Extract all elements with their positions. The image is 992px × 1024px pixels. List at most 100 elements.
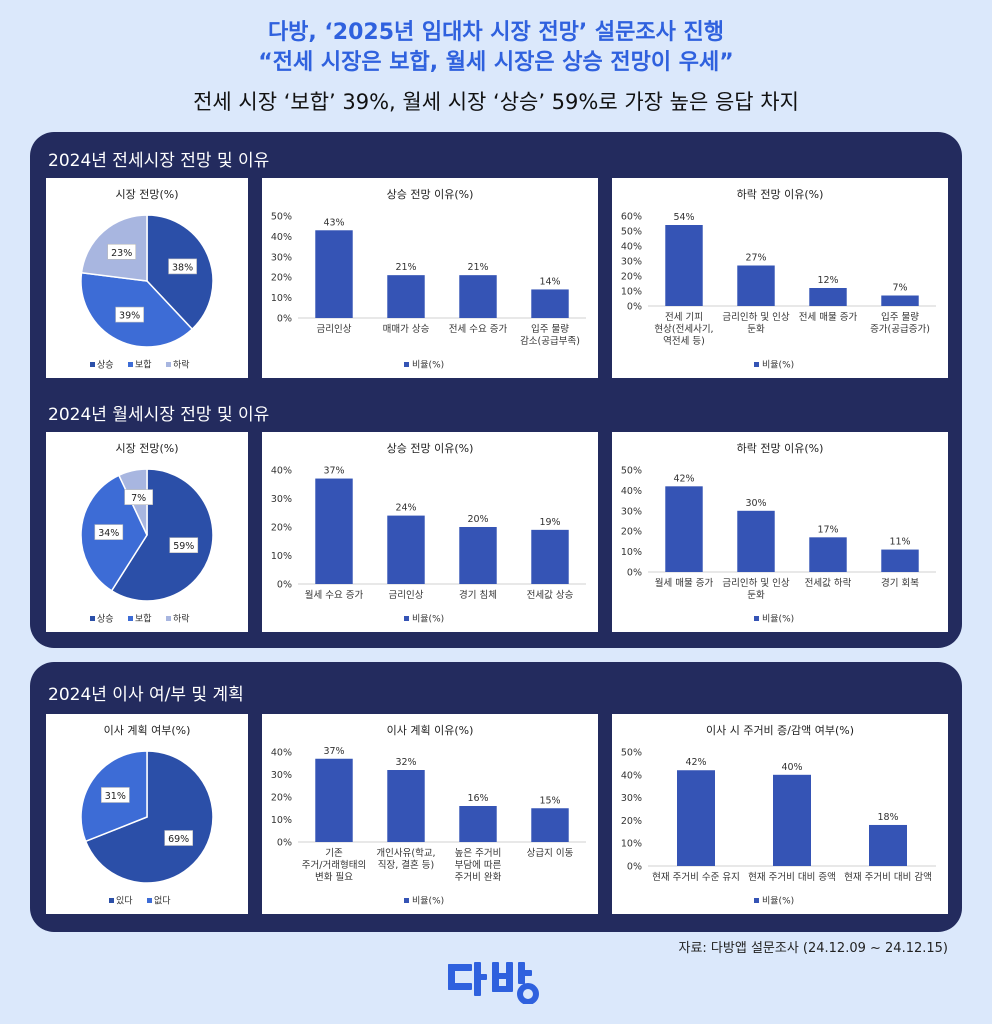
data-label-3: 23%: [111, 248, 132, 259]
pie-chart-wolse-outlook: 시장 전망(%) 59% 34% 7% 상승 보합 하락: [80, 442, 214, 625]
chart-card-wolse-fall: 하락 전망 이유(%) 0% 10% 20% 30% 40% 50% 42% 월세 매물 증가 3…: [612, 432, 948, 632]
bar-2: [387, 770, 425, 842]
x-tick-label: 상급지 이동: [527, 848, 574, 859]
y-tick-label: 10%: [271, 551, 292, 562]
y-tick-label: 40%: [621, 770, 642, 781]
x-tick-label: 역전세 등): [663, 336, 705, 347]
data-label-2: 30%: [745, 498, 766, 509]
data-label-1: 38%: [172, 262, 193, 273]
data-label-2: 21%: [395, 262, 416, 273]
data-label-box: [169, 537, 199, 553]
data-label-3: 20%: [467, 514, 488, 525]
data-label-3: 12%: [817, 275, 838, 286]
data-label-1: 37%: [323, 746, 344, 757]
data-label-2: 27%: [745, 253, 766, 264]
chart-title: 하락 전망 이유(%): [737, 441, 824, 455]
y-tick-label: 10%: [621, 287, 642, 298]
legend-item: 비율(%): [412, 896, 444, 907]
chart-title: 이사 계획 여부(%): [104, 724, 191, 737]
x-tick-label: 둔화: [747, 590, 765, 601]
bar-chart-housing-cost: 이사 시 주거비 증/감액 여부(%) 0% 10% 20% 30% 40% 50% 42% 현…: [621, 724, 936, 907]
bar-1: [315, 230, 353, 318]
x-tick-label: 경기 회복: [881, 577, 919, 589]
legend-item-2: 없다: [154, 896, 171, 907]
x-tick-label: 매매가 상승: [383, 324, 430, 335]
y-tick-label: 60%: [621, 212, 642, 223]
x-tick-label: 경기 침체: [459, 589, 497, 601]
data-label-1: 42%: [685, 757, 706, 768]
bar-1: [677, 770, 715, 866]
chart-card-jeonse-fall: 하락 전망 이유(%) 0% 10% 20% 30% 40% 50% 60% 54% 전세 기피 현…: [612, 178, 948, 378]
x-tick-label: 전세 매물 증가: [799, 312, 858, 323]
legend-swatch: [166, 616, 171, 621]
chart-card-wolse-outlook: 시장 전망(%) 59% 34% 7% 상승 보합 하락: [46, 432, 248, 632]
bar-3: [809, 288, 847, 306]
legend-swatch: [109, 898, 114, 903]
x-tick-label: 개인사유(학교,: [376, 848, 435, 859]
legend-swatch: [128, 362, 133, 367]
y-tick-label: 50%: [271, 212, 292, 223]
x-tick-label: 현재 주거비 수준 유지: [652, 872, 740, 883]
bar-2: [737, 510, 775, 572]
legend-swatch: [404, 898, 409, 903]
chart-title: 하락 전망 이유(%): [737, 187, 824, 201]
legend-swatch: [754, 616, 759, 621]
y-tick-label: 20%: [621, 816, 642, 827]
bar-2: [387, 515, 425, 584]
x-tick-label: 현재 주거비 대비 감액: [844, 871, 932, 883]
y-tick-label: 0%: [277, 580, 292, 591]
x-tick-label: 높은 주거비: [455, 848, 502, 859]
legend-swatch: [166, 362, 171, 367]
y-tick-label: 0%: [627, 862, 642, 873]
bar-chart-jeonse-fall: 하락 전망 이유(%) 0% 10% 20% 30% 40% 50% 60% 54% 전세 기피현…: [621, 187, 936, 371]
data-label-box: [107, 243, 136, 260]
bar-4: [531, 529, 569, 584]
data-label-1: 69%: [168, 834, 189, 845]
y-tick-label: 20%: [271, 523, 292, 534]
data-label-1: 54%: [673, 212, 694, 223]
legend-swatch: [754, 898, 759, 903]
bar-chart-jeonse-rise: 상승 전망 이유(%) 0% 10% 20% 30% 40% 50% 43% 금리인상 21% 매매…: [271, 188, 586, 371]
x-tick-label: 전세값 하락: [805, 577, 852, 589]
data-label-4: 19%: [539, 517, 560, 528]
data-label-box: [124, 489, 153, 505]
legend-item-3: 하락: [173, 613, 190, 625]
data-label-1: 37%: [323, 466, 344, 477]
chart-title: 이사 계획 이유(%): [387, 724, 474, 737]
bar-chart-wolse-fall: 하락 전망 이유(%) 0% 10% 20% 30% 40% 50% 42% 월세 매물 증가 3…: [621, 441, 936, 625]
pie-chart-jeonse-outlook: 시장 전망(%) 38% 39% 23% 상승 보합 하락: [80, 188, 214, 371]
pie-chart-move-plan: 이사 계획 여부(%) 69% 31% 있다 없다: [80, 724, 214, 907]
x-tick-label: 현재 주거비 대비 증액: [748, 871, 836, 883]
y-tick-label: 40%: [271, 748, 292, 759]
x-tick-label: 금리인상: [389, 590, 424, 601]
legend-swatch: [404, 616, 409, 621]
bar-1: [665, 486, 703, 572]
data-label-3: 21%: [467, 262, 488, 273]
data-label-4: 7%: [892, 283, 907, 294]
y-tick-label: 40%: [271, 466, 292, 477]
pie-slice-1: [110, 468, 214, 602]
section-title-move: 2024년 이사 여/부 및 계획: [48, 685, 244, 705]
y-tick-label: 0%: [277, 838, 292, 849]
pie-slice-1: [84, 750, 214, 884]
y-tick-label: 30%: [621, 257, 642, 268]
y-tick-label: 40%: [621, 242, 642, 253]
y-tick-label: 40%: [621, 486, 642, 497]
legend-swatch: [754, 362, 759, 367]
data-label-box: [164, 830, 193, 846]
x-tick-label: 주거/거래형태의: [302, 860, 366, 871]
data-label-box: [101, 787, 130, 803]
source-note: 자료: 다방앱 설문조사 (24.12.09 ~ 24.12.15): [678, 941, 949, 956]
data-label-2: 32%: [395, 757, 416, 768]
data-label-2: 39%: [119, 311, 140, 322]
x-tick-label: 입주 물량: [881, 311, 919, 323]
bar-4: [531, 289, 569, 318]
chart-card-housing-cost: 이사 시 주거비 증/감액 여부(%) 0% 10% 20% 30% 40% 50% 42% 현…: [612, 714, 948, 914]
data-label-1: 43%: [323, 217, 344, 228]
data-label-3: 7%: [131, 493, 146, 504]
chart-card-move-plan: 이사 계획 여부(%) 69% 31% 있다 없다: [46, 714, 248, 914]
x-tick-label: 직장, 결혼 등): [378, 859, 434, 871]
legend-item-2: 보합: [135, 360, 152, 371]
bar-1: [315, 478, 353, 584]
y-tick-label: 0%: [627, 568, 642, 579]
